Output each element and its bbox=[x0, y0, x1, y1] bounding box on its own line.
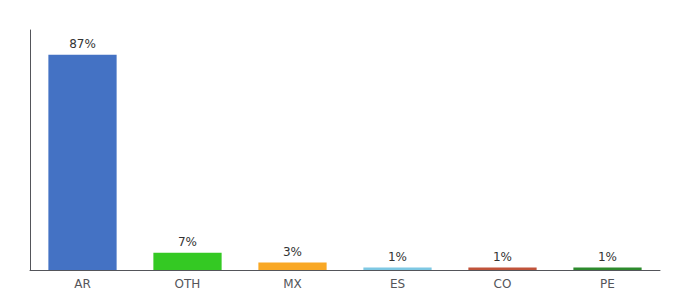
svg-text:3%: 3% bbox=[283, 245, 302, 259]
svg-text:OTH: OTH bbox=[175, 277, 201, 291]
svg-text:1%: 1% bbox=[598, 250, 617, 264]
svg-text:CO: CO bbox=[494, 277, 512, 291]
svg-text:87%: 87% bbox=[69, 37, 96, 51]
svg-text:1%: 1% bbox=[388, 250, 407, 264]
svg-text:7%: 7% bbox=[178, 235, 197, 249]
svg-text:PE: PE bbox=[600, 277, 615, 291]
svg-text:ES: ES bbox=[390, 277, 405, 291]
svg-text:AR: AR bbox=[74, 277, 91, 291]
svg-text:MX: MX bbox=[283, 277, 302, 291]
svg-text:1%: 1% bbox=[493, 250, 512, 264]
